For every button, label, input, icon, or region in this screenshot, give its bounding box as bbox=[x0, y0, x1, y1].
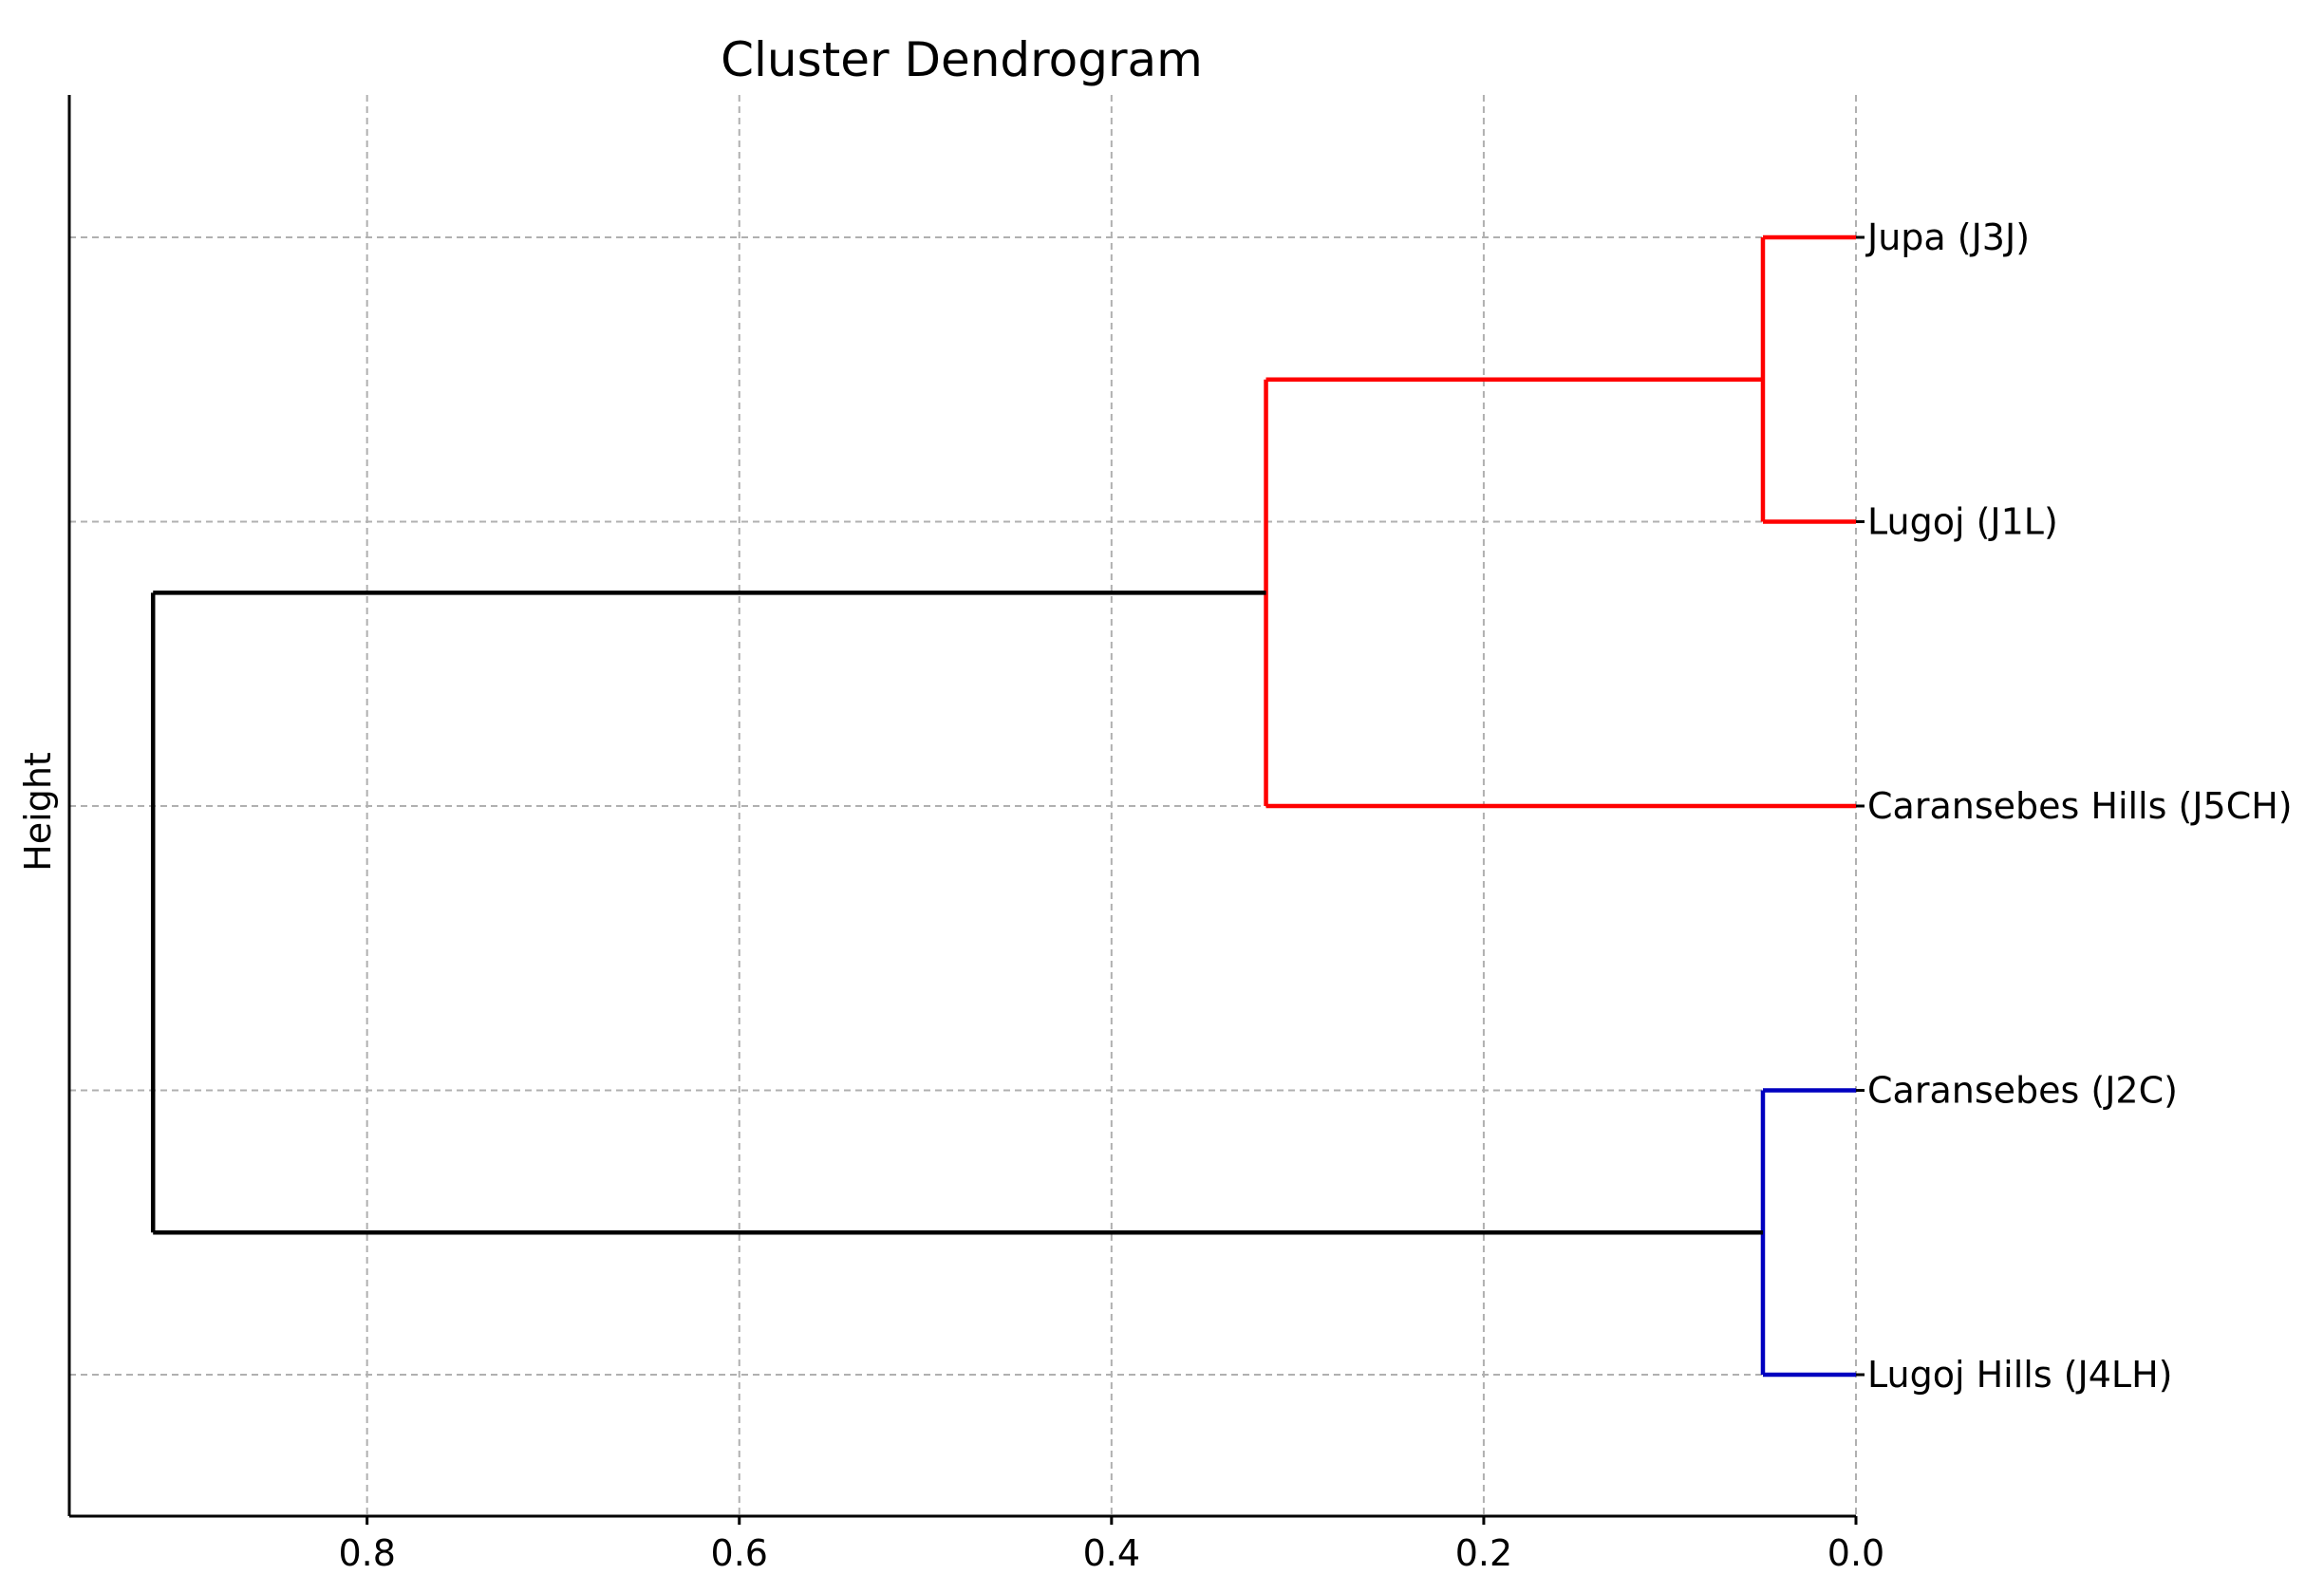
x-tick-label: 0.8 bbox=[338, 1532, 395, 1574]
x-tick-label: 0.6 bbox=[711, 1532, 768, 1574]
dendrogram-link bbox=[1760, 1088, 1856, 1378]
leaf-label: Caransebes Hills (J5CH) bbox=[1867, 785, 2293, 827]
y-axis-label: Height bbox=[17, 752, 59, 872]
leaf-label: Lugoj Hills (J4LH) bbox=[1867, 1354, 2173, 1396]
dendrogram-link bbox=[1760, 234, 1856, 524]
dendrogram-link bbox=[1264, 377, 1856, 809]
dendrogram-links bbox=[150, 234, 1856, 1378]
x-axis-ticks: 0.8 0.6 0.4 0.2 0.0 bbox=[338, 235, 1884, 1574]
leaf-labels: Jupa (J3J) Lugoj (J1L) Caransebes Hills (J… bbox=[1865, 216, 2293, 1396]
x-tick-label: 0.0 bbox=[1827, 1532, 1884, 1574]
leaf-label: Lugoj (J1L) bbox=[1867, 501, 2058, 543]
leaf-label: Caransebes (J2C) bbox=[1867, 1070, 2178, 1112]
dendrogram-link bbox=[150, 591, 1763, 1235]
chart-title: Cluster Dendrogram bbox=[721, 32, 1203, 87]
x-tick-label: 0.2 bbox=[1455, 1532, 1512, 1574]
x-tick-label: 0.4 bbox=[1083, 1532, 1140, 1574]
leaf-label: Jupa (J3J) bbox=[1865, 216, 2030, 258]
